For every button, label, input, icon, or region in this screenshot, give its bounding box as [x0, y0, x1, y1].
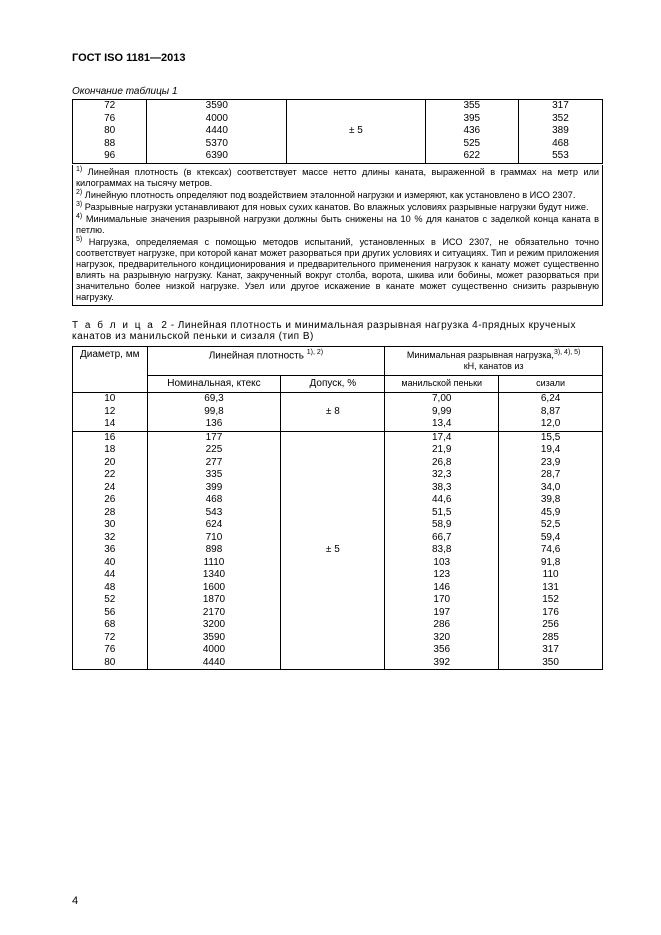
table2-title: Т а б л и ц а 2 - Линейная плотность и м… [72, 320, 603, 342]
th-manila: манильской пеньки [385, 375, 499, 393]
table2-row: 1069,3± 87,006,24 [73, 393, 603, 406]
document-page: ГОСТ ISO 1181—2013 Окончание таблицы 1 7… [0, 0, 661, 935]
table1-row: 723590± 5355317 [73, 100, 603, 113]
th-min-load: Минимальная разрывная нагрузка,3), 4), 5… [385, 347, 603, 376]
page-number: 4 [72, 895, 78, 907]
table2-title-prefix: Т а б л и ц а [72, 320, 155, 331]
table1-footnotes: 1) Линейная плотность (в ктексах) соотве… [72, 165, 603, 307]
table2: Диаметр, мм Линейная плотность 1), 2) Ми… [72, 346, 603, 670]
table2-title-num: 2 [161, 320, 167, 331]
document-header: ГОСТ ISO 1181—2013 [72, 52, 603, 64]
th-diameter: Диаметр, мм [73, 347, 148, 393]
table2-row: 16177± 517,415,5 [73, 431, 603, 444]
table1: 723590± 53553177640003953528044404363898… [72, 99, 603, 164]
th-sisal: сизали [499, 375, 603, 393]
th-linear-density: Линейная плотность 1), 2) [147, 347, 385, 376]
th-tolerance: Допуск, % [281, 375, 385, 393]
th-nominal: Номинальная, ктекс [147, 375, 281, 393]
table1-caption: Окончание таблицы 1 [72, 86, 603, 97]
